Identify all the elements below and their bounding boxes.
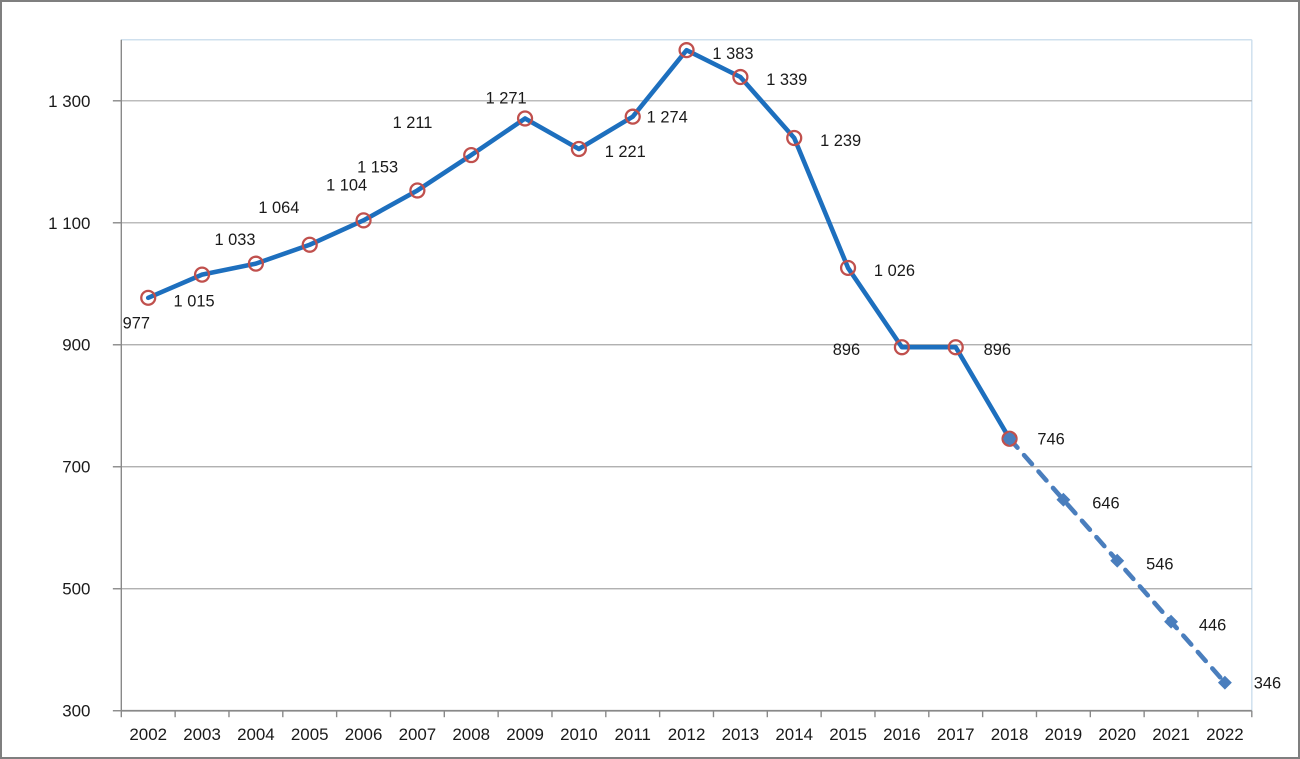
data-label: 446 bbox=[1199, 617, 1226, 635]
data-point-marker-circle bbox=[516, 110, 534, 127]
y-axis-tick-label: 1 100 bbox=[48, 214, 90, 233]
data-point-marker-diamond bbox=[1217, 675, 1232, 690]
data-point-marker-circle bbox=[678, 42, 695, 59]
y-axis-tick-label: 300 bbox=[62, 702, 90, 721]
data-point-marker-circle bbox=[947, 339, 964, 356]
data-label: 1 274 bbox=[647, 109, 688, 127]
data-label: 1 271 bbox=[486, 90, 527, 108]
x-axis-tick-label: 2005 bbox=[291, 725, 329, 744]
x-axis-tick-label: 2018 bbox=[991, 725, 1029, 744]
x-axis-tick-label: 2015 bbox=[829, 725, 867, 744]
x-axis-tick-label: 2019 bbox=[1045, 725, 1083, 744]
actual-solid-line bbox=[145, 47, 1012, 441]
data-label: 1 239 bbox=[820, 132, 861, 150]
x-axis-tick-label: 2012 bbox=[668, 725, 706, 744]
data-point-marker-circle bbox=[732, 68, 749, 86]
x-axis-tick-label: 2007 bbox=[399, 725, 437, 744]
x-axis-tick-label: 2014 bbox=[775, 725, 813, 744]
data-point-marker-circle bbox=[355, 212, 372, 229]
data-label: 1 339 bbox=[766, 71, 807, 89]
data-label: 977 bbox=[123, 315, 150, 333]
x-axis-tick-label: 2002 bbox=[129, 725, 167, 744]
x-axis-tick-label: 2009 bbox=[506, 725, 544, 744]
data-point-marker-circle bbox=[570, 140, 587, 158]
data-point-marker-circle bbox=[893, 339, 910, 356]
data-point-marker-circle bbox=[301, 236, 318, 253]
data-label: 1 064 bbox=[258, 199, 299, 217]
x-axis-tick-label: 2021 bbox=[1152, 725, 1190, 744]
data-label: 1 026 bbox=[874, 262, 915, 280]
data-label: 896 bbox=[984, 341, 1011, 359]
data-point-marker-circle bbox=[839, 259, 857, 277]
data-label: 1 015 bbox=[174, 292, 215, 310]
x-axis-tick-label: 2022 bbox=[1206, 725, 1244, 744]
x-axis-tick-label: 2004 bbox=[237, 725, 275, 744]
y-axis-tick-label: 1 300 bbox=[48, 92, 90, 111]
y-axis-tick-label: 900 bbox=[62, 336, 90, 355]
data-label: 746 bbox=[1037, 431, 1064, 449]
data-point-marker-circle bbox=[624, 108, 641, 125]
data-point-marker-circle bbox=[193, 266, 211, 283]
data-label: 1 211 bbox=[393, 114, 433, 132]
x-axis-tick-label: 2011 bbox=[615, 725, 651, 744]
x-axis-tick-label: 2020 bbox=[1098, 725, 1136, 744]
data-point-marker-circle bbox=[140, 289, 157, 306]
x-axis-tick-label: 2006 bbox=[345, 725, 383, 744]
data-point-marker-circle bbox=[409, 182, 426, 199]
data-point-marker-circle bbox=[786, 129, 803, 147]
data-label: 546 bbox=[1146, 556, 1173, 574]
x-axis-tick-label: 2010 bbox=[560, 725, 598, 744]
y-axis-tick-label: 500 bbox=[62, 580, 90, 599]
data-point-marker-diamond bbox=[1056, 492, 1071, 507]
y-axis-tick-label: 700 bbox=[62, 458, 90, 477]
data-point-marker-diamond bbox=[1110, 553, 1125, 568]
x-axis-tick-label: 2017 bbox=[937, 725, 975, 744]
data-point-marker-circle bbox=[247, 255, 264, 272]
x-axis-tick-label: 2016 bbox=[883, 725, 921, 744]
data-label: 1 153 bbox=[357, 159, 398, 177]
data-label: 1 221 bbox=[605, 143, 646, 161]
data-label: 1 104 bbox=[326, 177, 367, 195]
data-point-marker-diamond bbox=[1164, 614, 1179, 629]
data-label: 346 bbox=[1254, 675, 1281, 693]
data-label: 896 bbox=[833, 341, 860, 359]
x-axis-tick-label: 2008 bbox=[452, 725, 490, 744]
data-label: 1 033 bbox=[214, 231, 255, 249]
data-label: 1 383 bbox=[712, 45, 753, 63]
data-label: 646 bbox=[1092, 495, 1119, 513]
data-point-marker-circle bbox=[463, 146, 480, 164]
x-axis-tick-label: 2003 bbox=[183, 725, 221, 744]
x-axis-tick-label: 2013 bbox=[722, 725, 760, 744]
